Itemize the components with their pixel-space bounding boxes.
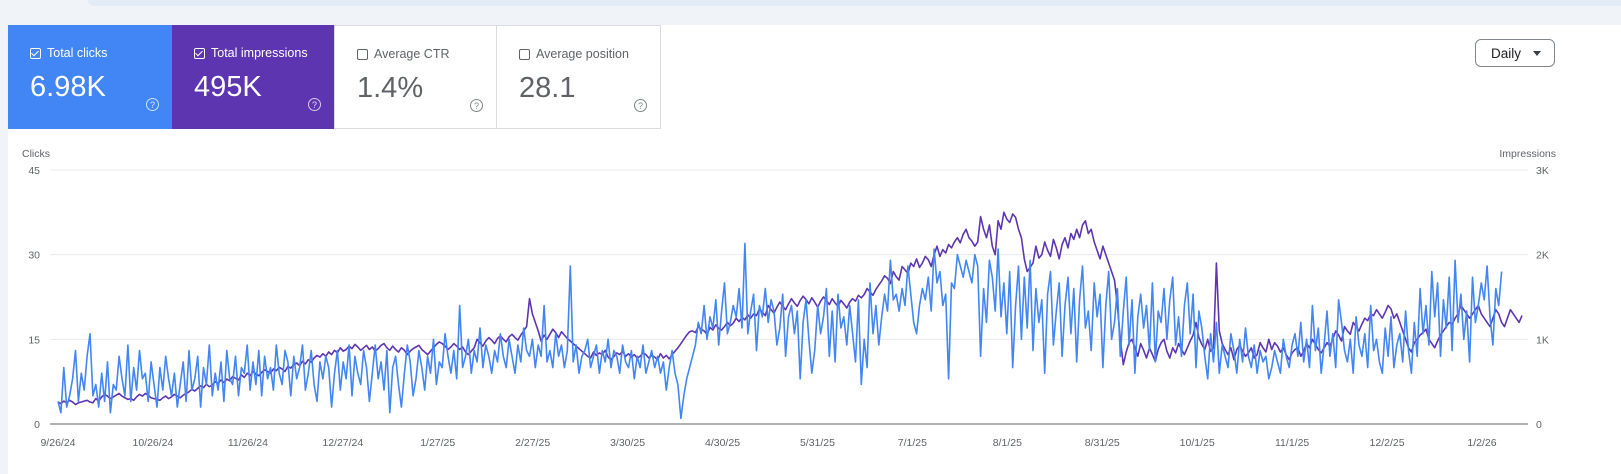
x-axis-tick: 8/1/25: [993, 437, 1022, 449]
left-axis-tick: 30: [28, 250, 40, 262]
x-axis-tick: 10/26/24: [132, 437, 173, 449]
performance-chart[interactable]: Clicks Impressions 0 0 15 1K 30 2K 45 3K 9/26/24 10…: [8, 25, 1621, 474]
metric-card-average-ctr[interactable]: Average CTR 1.4% ?: [334, 25, 497, 129]
help-icon[interactable]: ?: [146, 98, 159, 111]
metric-label: Total impressions: [211, 46, 308, 60]
right-axis-tick: 2K: [1536, 250, 1549, 262]
metric-card-total-impressions[interactable]: Total impressions 495K ?: [172, 25, 334, 129]
x-axis-tick: 10/1/25: [1180, 437, 1215, 449]
metric-value: 495K: [194, 71, 262, 103]
metric-value: 1.4%: [357, 72, 424, 104]
metric-value: 6.98K: [30, 71, 106, 103]
help-icon[interactable]: ?: [634, 99, 647, 112]
checkbox-icon[interactable]: [194, 47, 205, 59]
checkbox-icon[interactable]: [519, 48, 530, 60]
x-axis-tick: 4/30/25: [705, 437, 740, 449]
right-axis-tick: 1K: [1536, 334, 1549, 346]
performance-panel: Total clicks 6.98K ? Total impressions 4…: [8, 25, 1621, 474]
metric-label: Average position: [536, 47, 629, 61]
granularity-label: Daily: [1491, 46, 1522, 61]
right-axis-title: Impressions: [1499, 148, 1556, 160]
metric-value: 28.1: [519, 72, 576, 104]
metric-card-average-position[interactable]: Average position 28.1 ?: [497, 25, 661, 129]
metric-label: Total clicks: [47, 46, 108, 60]
x-axis-tick: 9/26/24: [40, 437, 75, 449]
x-axis-tick: 2/27/25: [515, 437, 550, 449]
metric-card-total-clicks[interactable]: Total clicks 6.98K ?: [8, 25, 172, 129]
x-axis-tick: 1/27/25: [420, 437, 455, 449]
x-axis-tick: 3/30/25: [610, 437, 645, 449]
series-line-total-clicks: [57, 242, 1503, 420]
x-axis-tick: 12/2/25: [1370, 437, 1405, 449]
granularity-dropdown[interactable]: Daily: [1475, 39, 1555, 67]
metric-label: Average CTR: [374, 47, 450, 61]
left-axis-tick: 15: [28, 334, 40, 346]
series-line-total-impressions: [57, 211, 1523, 406]
help-icon[interactable]: ?: [470, 99, 483, 112]
checkbox-icon[interactable]: [357, 48, 368, 60]
x-axis-tick: 11/1/25: [1275, 437, 1309, 449]
left-axis-title: Clicks: [22, 148, 50, 160]
dropdown-arrow-icon: [1533, 51, 1541, 56]
checkbox-icon[interactable]: [30, 47, 41, 59]
left-axis-tick: 0: [34, 419, 40, 431]
help-icon[interactable]: ?: [308, 98, 321, 111]
right-axis-tick: 3K: [1536, 165, 1549, 177]
x-axis-tick: 11/26/24: [228, 437, 268, 449]
x-axis-tick: 5/31/25: [800, 437, 835, 449]
x-axis-tick: 8/31/25: [1085, 437, 1120, 449]
x-axis-tick: 7/1/25: [898, 437, 927, 449]
top-strip: [88, 0, 1621, 6]
x-axis-tick: 12/27/24: [322, 437, 363, 449]
x-axis-tick: 1/2/26: [1467, 437, 1496, 449]
left-axis-tick: 45: [28, 165, 40, 177]
right-axis-tick: 0: [1536, 419, 1542, 431]
